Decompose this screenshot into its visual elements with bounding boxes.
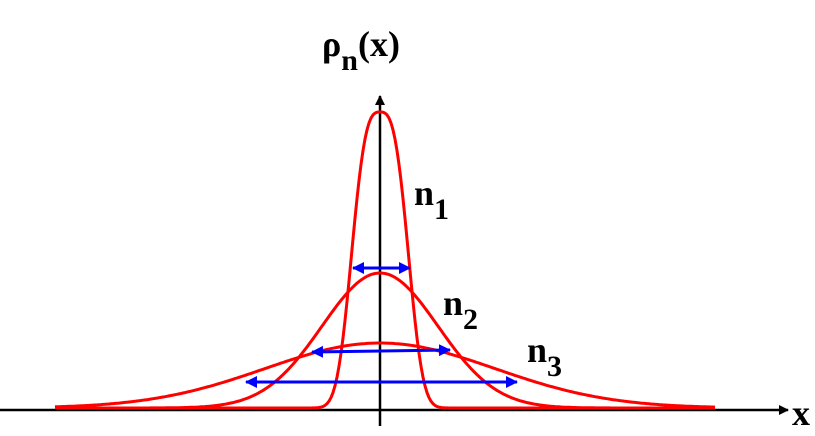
- curve-label: n2: [443, 283, 478, 336]
- subscript: 2: [463, 303, 478, 336]
- density-curve: [55, 271, 715, 410]
- curve-label: n3: [527, 330, 562, 383]
- density-curve: [54, 341, 716, 409]
- density-curve: [55, 110, 715, 410]
- subscript: 3: [547, 350, 562, 383]
- symbol: ρ: [322, 24, 341, 64]
- label: n: [443, 283, 463, 323]
- subscript: 1: [434, 193, 449, 226]
- argument: (x): [358, 24, 400, 64]
- label: n: [527, 330, 547, 370]
- label: n: [414, 173, 434, 213]
- y-axis-label: ρn(x): [322, 24, 400, 77]
- x-axis-label: x: [792, 393, 810, 433]
- curve-label: n1: [414, 173, 449, 226]
- width-arrows: [245, 262, 518, 388]
- curves: [54, 110, 716, 410]
- width-arrow: [311, 344, 451, 358]
- subscript: n: [341, 44, 358, 77]
